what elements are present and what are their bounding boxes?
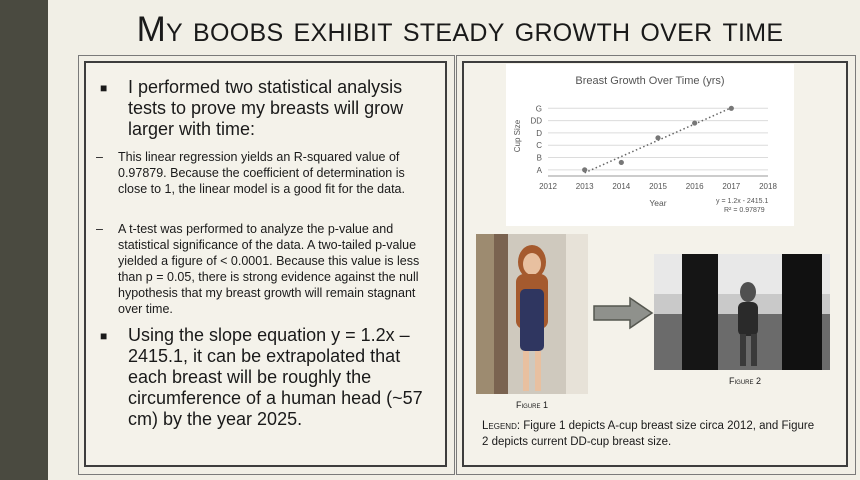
- figure-2-caption: Figure 2: [728, 376, 761, 386]
- person-photo-icon: [654, 254, 830, 370]
- sub-bullet-text: A t-test was performed to analyze the p-…: [118, 222, 420, 316]
- figure-1-caption: Figure 1: [515, 400, 548, 410]
- left-accent-bar: [0, 0, 48, 480]
- x-tick-label: 2012: [539, 182, 557, 191]
- data-point: [692, 120, 698, 126]
- person-photo-icon: [476, 234, 588, 394]
- dash-mark: –: [96, 150, 103, 164]
- bullet-text: I performed two statistical analysis tes…: [128, 77, 404, 139]
- y-axis-label: Cup Size: [513, 119, 522, 152]
- x-tick-label: 2014: [612, 182, 630, 191]
- bullet-text: Using the slope equation y = 1.2x – 2415…: [128, 325, 423, 429]
- chart-svg: Breast Growth Over Time (yrs)ABCDDDG2012…: [513, 75, 777, 214]
- left-text-panel: ■ I performed two statistical analysis t…: [84, 61, 447, 467]
- sub-bullet-text: This linear regression yields an R-squar…: [118, 150, 405, 196]
- arrow-right-icon: [593, 296, 654, 330]
- r-squared-label: R² = 0.97879: [724, 207, 765, 214]
- figure-legend: Legend: Figure 1 depicts A-cup breast si…: [482, 418, 822, 450]
- x-tick-label: 2013: [576, 182, 594, 191]
- data-point: [728, 105, 734, 111]
- equation-label: y = 1.2x - 2415.1: [716, 198, 768, 205]
- bullet-mark: ■: [100, 329, 108, 343]
- x-tick-label: 2016: [686, 182, 704, 191]
- left-panel-frame: [78, 55, 455, 475]
- x-tick-label: 2017: [722, 182, 740, 191]
- y-tick-label: C: [536, 141, 542, 150]
- x-tick-label: 2018: [759, 182, 777, 191]
- figure-1-photo: [476, 234, 588, 394]
- data-point: [655, 135, 661, 141]
- y-tick-label: G: [536, 104, 542, 113]
- y-tick-label: DD: [530, 117, 542, 126]
- y-tick-label: B: [537, 154, 542, 163]
- data-point: [618, 159, 624, 166]
- x-tick-label: 2015: [649, 182, 667, 191]
- y-tick-label: D: [536, 129, 542, 138]
- legend-text: : Figure 1 depicts A-cup breast size cir…: [482, 420, 815, 448]
- slide-title: My boobs exhibit steady growth over time: [136, 10, 784, 49]
- breast-growth-chart: Breast Growth Over Time (yrs) A B C D DD G 2012…: [506, 64, 794, 226]
- dash-mark: –: [96, 222, 103, 236]
- x-axis-label: Year: [649, 198, 666, 208]
- chart-title: Breast Growth Over Time (yrs): [575, 75, 724, 87]
- legend-label: Legend: [482, 420, 517, 432]
- bullet-mark: ■: [100, 81, 108, 95]
- y-tick-label: A: [537, 166, 543, 175]
- right-panel-frame: [456, 55, 856, 475]
- data-point: [582, 167, 588, 173]
- figure-2-photo: [654, 254, 830, 370]
